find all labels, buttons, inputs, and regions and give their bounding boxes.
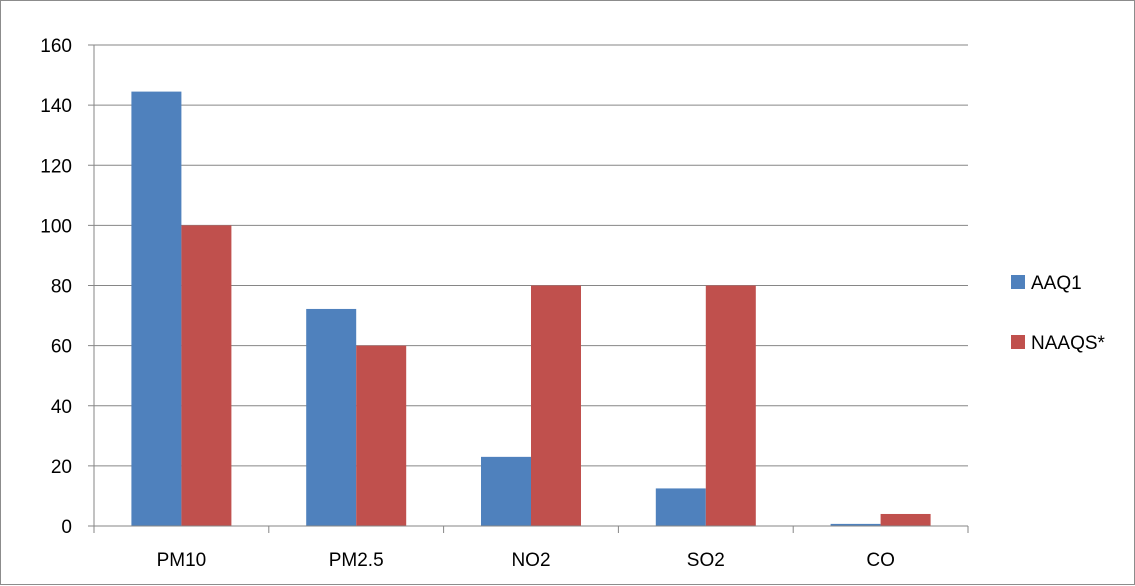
bar-aaq1-pm25 [306, 308, 357, 526]
bars [131, 91, 931, 527]
y-tick-label: 40 [51, 397, 72, 418]
tick-labels: 0 20 40 60 80 100 120 140 160 PM10 PM2.5 NO2 SO2 CO [40, 36, 895, 571]
legend-swatch [1011, 335, 1025, 349]
bar-naaqs-no2 [531, 285, 581, 526]
y-tick-label: 80 [51, 277, 72, 298]
legend-label: AAQ1 [1031, 273, 1082, 294]
bar-aaq1-so2 [655, 488, 706, 526]
axes [88, 44, 969, 533]
bar-naaqs-pm25 [356, 345, 407, 526]
bar-aaq1-no2 [481, 456, 531, 526]
y-tick-label: 160 [40, 36, 72, 57]
bar-aaq1-pm10 [131, 91, 182, 527]
legend-swatch [1011, 275, 1025, 289]
y-tick-label: 120 [40, 156, 72, 177]
bar-naaqs-co [880, 513, 931, 526]
legend: AAQ1 NAAQS* [1011, 273, 1106, 354]
x-tick-label: PM2.5 [329, 550, 384, 571]
bar-naaqs-so2 [705, 285, 756, 526]
x-tick-label: NO2 [511, 550, 550, 571]
x-tick-label: PM10 [157, 550, 207, 571]
y-tick-label: 60 [51, 337, 72, 358]
x-tick-label: CO [866, 550, 895, 571]
bar-aaq1-co [830, 523, 881, 526]
y-tick-label: 140 [40, 96, 72, 117]
legend-label: NAAQS* [1031, 333, 1106, 354]
bar-naaqs-pm10 [181, 225, 232, 526]
y-tick-label: 0 [61, 517, 72, 538]
y-tick-label: 100 [40, 216, 72, 237]
x-tick-label: SO2 [687, 550, 725, 571]
y-tick-label: 20 [51, 457, 72, 478]
